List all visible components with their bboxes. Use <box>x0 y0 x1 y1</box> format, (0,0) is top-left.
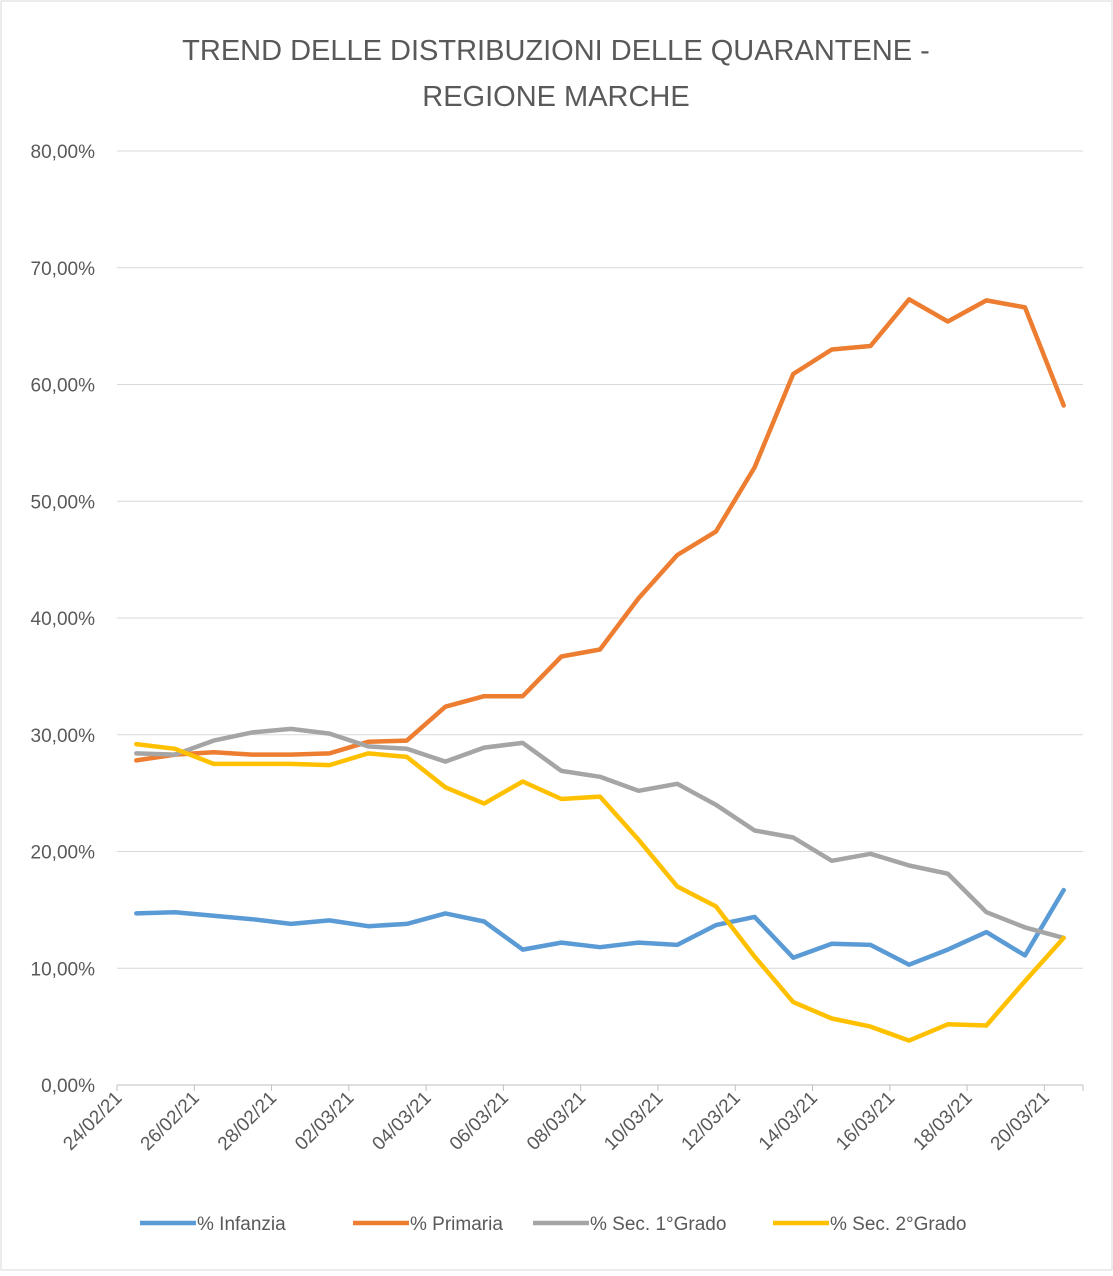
y-tick-label: 30,00% <box>31 726 96 747</box>
legend-label: % Infanzia <box>197 1214 286 1235</box>
series-line <box>134 726 1066 941</box>
y-tick-label: 50,00% <box>31 492 96 513</box>
legend-label: % Primaria <box>410 1214 503 1235</box>
y-tick-label: 0,00% <box>41 1076 95 1097</box>
series-line <box>134 741 1066 1043</box>
chart-title: TREND DELLE DISTRIBUZIONI DELLE QUARANTE… <box>182 35 930 67</box>
y-tick-label: 70,00% <box>31 259 96 280</box>
y-tick-label: 80,00% <box>31 142 96 163</box>
series-line <box>134 297 1066 763</box>
y-tick-label: 20,00% <box>31 843 96 864</box>
y-tick-label: 10,00% <box>31 959 96 980</box>
series-line <box>134 887 1066 967</box>
y-tick-label: 40,00% <box>31 609 96 630</box>
y-tick-label: 60,00% <box>31 376 96 397</box>
legend-label: % Sec. 2°Grado <box>830 1214 966 1235</box>
chart-title: REGIONE MARCHE <box>422 81 689 113</box>
legend-label: % Sec. 1°Grado <box>590 1214 726 1235</box>
